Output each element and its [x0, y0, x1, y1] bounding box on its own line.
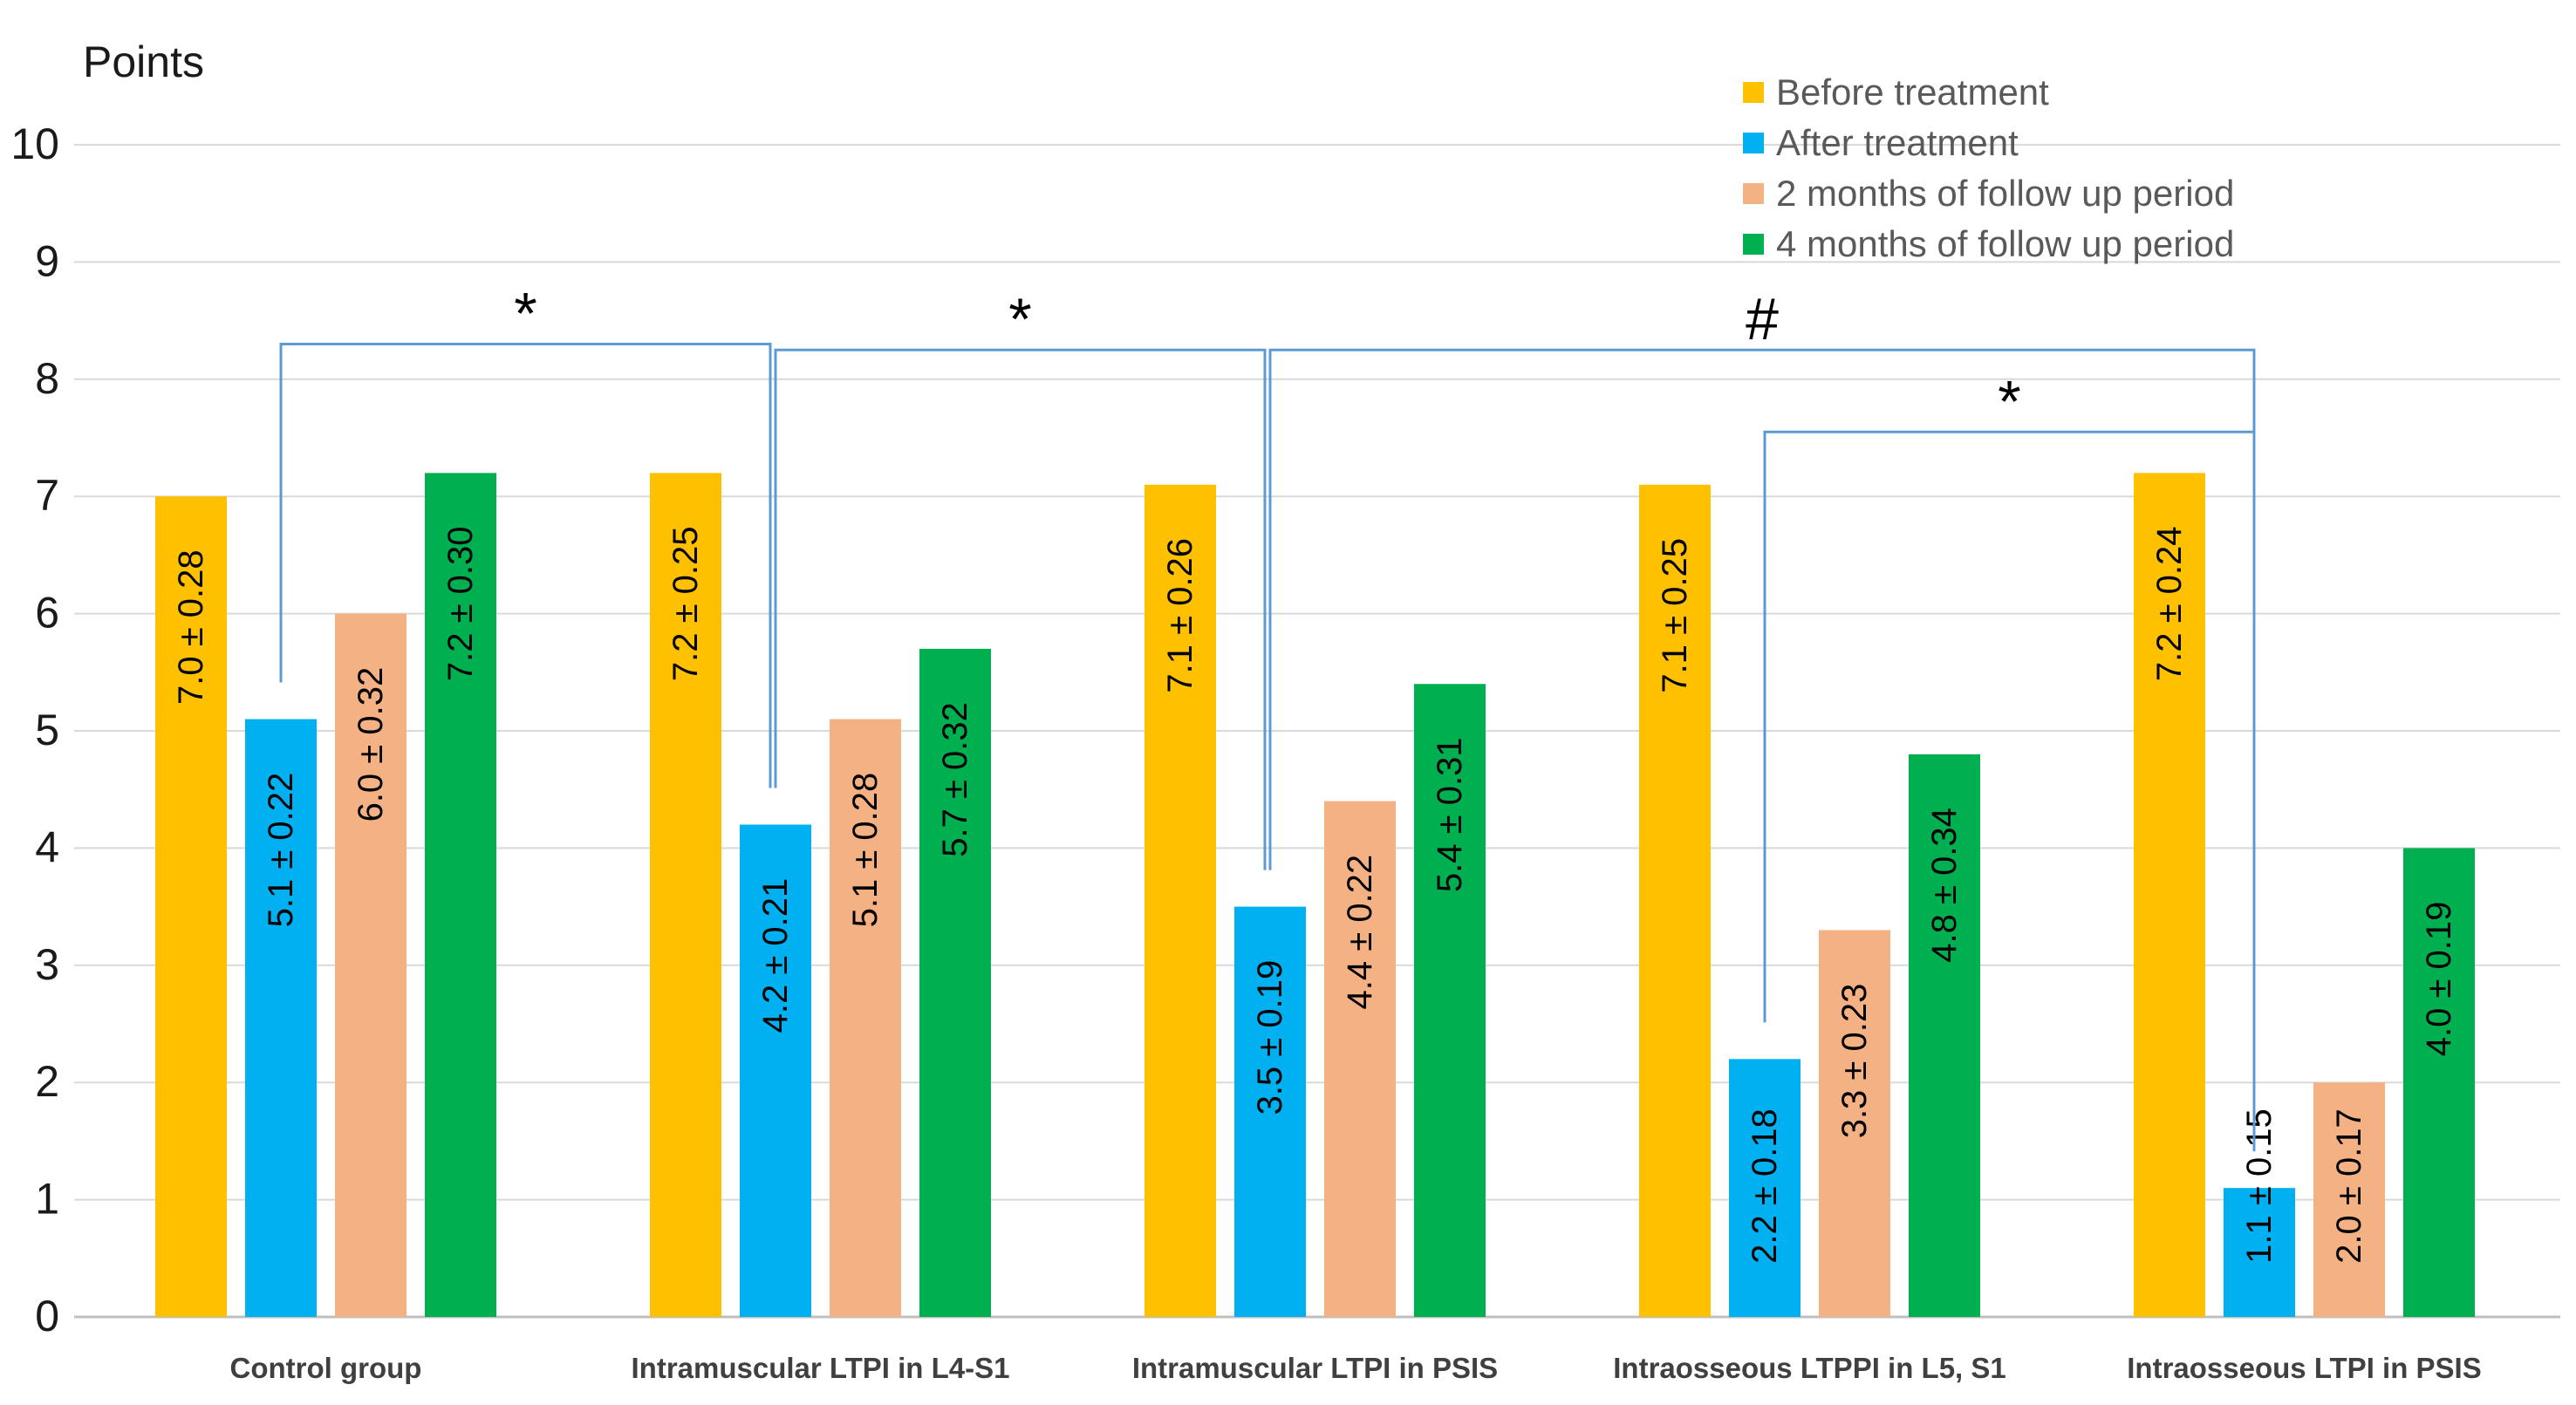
x-category-label-0: Control group: [230, 1352, 422, 1384]
x-category-label-2: Intramuscular LTPI in PSIS: [1132, 1352, 1498, 1384]
data-label-3-0: 7.2 ± 0.30: [441, 526, 480, 681]
data-label-0-1: 7.2 ± 0.25: [666, 526, 705, 681]
y-tick-label-2: 2: [35, 1057, 59, 1106]
y-tick-label-8: 8: [35, 354, 59, 403]
bar-0-4: [2134, 473, 2205, 1317]
bars: 7.0 ± 0.28 7.2 ± 0.25 7.1 ± 0.26 7.1 ± 0.25…: [155, 473, 2475, 1317]
bar-3-4: [2403, 848, 2475, 1317]
data-label-3-4: 4.0 ± 0.19: [2420, 902, 2458, 1057]
x-axis-categories: Control group Intramuscular LTPI in L4-S1…: [230, 1352, 2482, 1384]
data-label-2-1: 5.1 ± 0.28: [846, 773, 885, 928]
y-axis-ticks: 0 1 2 3 4 5 6 7 8 9 10: [10, 119, 59, 1340]
data-label-1-1: 4.2 ± 0.21: [756, 878, 795, 1033]
bar-1-2: [1234, 906, 1306, 1317]
significance-bracket-1: [774, 348, 1267, 870]
data-label-0-4: 7.2 ± 0.24: [2150, 526, 2189, 681]
data-label-2-4: 2.0 ± 0.17: [2330, 1108, 2368, 1264]
y-tick-label-7: 7: [35, 471, 59, 520]
significance-mark-3: *: [1998, 368, 2020, 434]
data-label-0-0: 7.0 ± 0.28: [172, 549, 210, 705]
y-tick-label-9: 9: [35, 236, 59, 285]
legend-label-3: 4 months of follow up period: [1776, 223, 2234, 264]
bar-0-0: [155, 496, 227, 1317]
bar-3-2: [1414, 684, 1486, 1317]
bar-3-1: [919, 648, 991, 1317]
legend-label-1: After treatment: [1776, 122, 2019, 163]
data-label-1-0: 5.1 ± 0.22: [262, 773, 300, 928]
y-tick-label-1: 1: [35, 1175, 59, 1224]
bar-2-1: [830, 719, 901, 1317]
y-axis-label: Points: [83, 38, 204, 86]
data-label-3-2: 5.4 ± 0.31: [1431, 737, 1469, 892]
data-label-3-3: 4.8 ± 0.34: [1925, 808, 1964, 963]
significance-mark-0: *: [514, 280, 536, 346]
bar-0-3: [1639, 484, 1711, 1317]
data-label-2-0: 6.0 ± 0.32: [352, 667, 390, 822]
bar-2-2: [1324, 801, 1396, 1317]
y-tick-label-3: 3: [35, 940, 59, 989]
significance-mark-1: *: [1008, 286, 1031, 352]
bar-0-1: [650, 473, 721, 1317]
x-category-label-1: Intramuscular LTPI in L4-S1: [632, 1352, 1010, 1384]
data-label-1-3: 2.2 ± 0.18: [1746, 1108, 1784, 1264]
legend-label-0: Before treatment: [1776, 72, 2049, 113]
data-label-3-1: 5.7 ± 0.32: [936, 702, 974, 857]
bar-1-4: [2224, 1188, 2295, 1317]
y-tick-label-6: 6: [35, 589, 59, 638]
significance-bracket-3: [1763, 430, 2256, 1152]
legend-swatch-3: [1743, 234, 1764, 255]
legend: Before treatment After treatment 2 months …: [1743, 72, 2234, 264]
bar-1-1: [740, 824, 811, 1317]
y-tick-label-4: 4: [35, 822, 59, 871]
legend-swatch-1: [1743, 133, 1764, 153]
data-label-0-3: 7.1 ± 0.25: [1656, 538, 1694, 693]
legend-swatch-0: [1743, 82, 1764, 103]
bar-3-3: [1909, 754, 1980, 1317]
bar-2-4: [2313, 1082, 2385, 1317]
bar-3-0: [425, 473, 496, 1317]
y-tick-label-0: 0: [35, 1292, 59, 1340]
data-label-1-4: 1.1 ± 0.15: [2240, 1108, 2279, 1264]
bar-0-2: [1145, 484, 1216, 1317]
data-label-0-2: 7.1 ± 0.26: [1161, 538, 1199, 693]
bar-2-0: [335, 613, 407, 1317]
bar-1-0: [245, 719, 317, 1317]
legend-label-2: 2 months of follow up period: [1776, 173, 2234, 214]
data-label-1-2: 3.5 ± 0.19: [1251, 960, 1289, 1115]
bar-1-3: [1729, 1059, 1800, 1317]
y-tick-label-10: 10: [10, 119, 59, 168]
data-label-2-3: 3.3 ± 0.23: [1835, 984, 1874, 1139]
significance-brackets: * * # *: [279, 280, 2256, 1152]
y-tick-label-5: 5: [35, 706, 59, 754]
bar-2-3: [1819, 930, 1890, 1317]
x-category-label-3: Intraosseous LTPPI in L5, S1: [1613, 1352, 2006, 1384]
significance-bracket-0: [279, 342, 772, 788]
x-category-label-4: Intraosseous LTPI in PSIS: [2127, 1352, 2481, 1384]
data-label-2-2: 4.4 ± 0.22: [1341, 855, 1379, 1010]
legend-swatch-2: [1743, 183, 1764, 204]
significance-mark-2: #: [1746, 286, 1779, 352]
